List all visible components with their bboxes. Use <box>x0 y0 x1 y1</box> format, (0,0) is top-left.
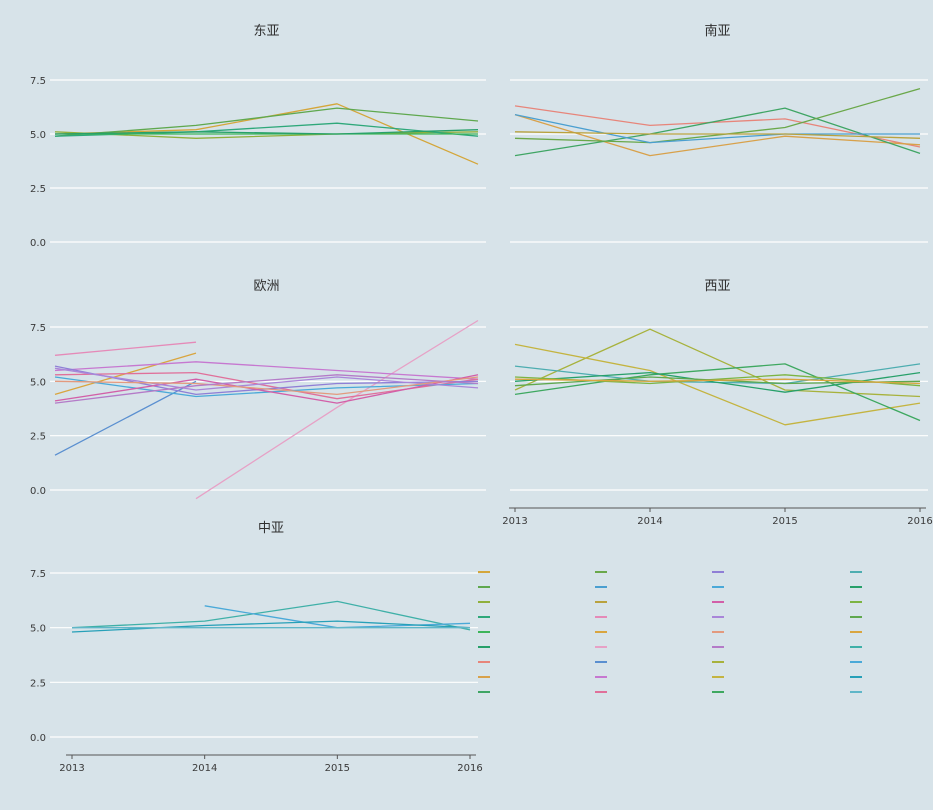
y-tick-label: 0.0 <box>30 238 46 249</box>
series-line <box>514 107 921 157</box>
series-line <box>54 374 479 404</box>
y-tick-label: 0.0 <box>30 486 46 497</box>
x-tick-label: 2014 <box>637 516 662 527</box>
series-line <box>54 131 479 139</box>
x-tick-label: 2015 <box>772 516 797 527</box>
panel-title: 欧洲 <box>253 279 279 294</box>
y-tick-label: 7.5 <box>30 569 46 580</box>
x-tick-label: 2013 <box>502 516 527 527</box>
y-tick-label: 2.5 <box>30 184 46 195</box>
panel-title: 东亚 <box>253 24 279 39</box>
series-line <box>514 105 921 148</box>
series-line <box>514 343 921 426</box>
x-tick-label: 2013 <box>59 763 84 774</box>
y-tick-label: 5.0 <box>30 377 46 388</box>
series-line <box>71 600 471 631</box>
series-line <box>514 113 920 144</box>
series-line <box>195 319 479 500</box>
series-line <box>71 620 471 633</box>
panel-title: 中亚 <box>258 521 284 536</box>
series-line <box>54 107 479 137</box>
y-tick-label: 2.5 <box>30 678 46 689</box>
y-tick-label: 0.0 <box>30 733 46 744</box>
panel-2: 南亚 <box>510 23 928 243</box>
series-line <box>54 341 197 356</box>
series-line <box>54 361 479 380</box>
series-line <box>514 113 921 157</box>
y-tick-label: 7.5 <box>30 323 46 334</box>
series-line <box>54 376 479 396</box>
x-tick-label: 2015 <box>325 763 350 774</box>
legend <box>478 571 862 693</box>
panel-title: 南亚 <box>704 23 730 39</box>
y-tick-label: 7.5 <box>30 76 46 87</box>
panel-3: 欧洲 0.0 2.5 5.0 7.5 <box>30 279 486 500</box>
y-tick-label: 5.0 <box>30 624 46 635</box>
series-line <box>514 378 921 385</box>
y-tick-label: 5.0 <box>30 130 46 141</box>
series-line <box>514 363 921 422</box>
panel-1: 东亚 0.0 2.5 5.0 7.5 <box>30 24 486 249</box>
series-line <box>514 328 921 398</box>
series-line <box>54 129 479 135</box>
series-line <box>514 87 921 144</box>
x-tick-label: 2016 <box>907 516 932 527</box>
panel-5: 中亚 0.0 2.5 5.0 7.5 2013 2014 2015 2016 <box>30 521 483 774</box>
panel-4: 西亚 2013 2014 2015 2016 <box>502 279 932 527</box>
series-line <box>514 131 921 139</box>
x-tick-label: 2016 <box>457 763 482 774</box>
series-line <box>54 374 479 404</box>
y-tick-label: 2.5 <box>30 432 46 443</box>
panel-title: 西亚 <box>704 279 730 294</box>
series-line <box>54 367 479 391</box>
x-tick-label: 2014 <box>192 763 217 774</box>
